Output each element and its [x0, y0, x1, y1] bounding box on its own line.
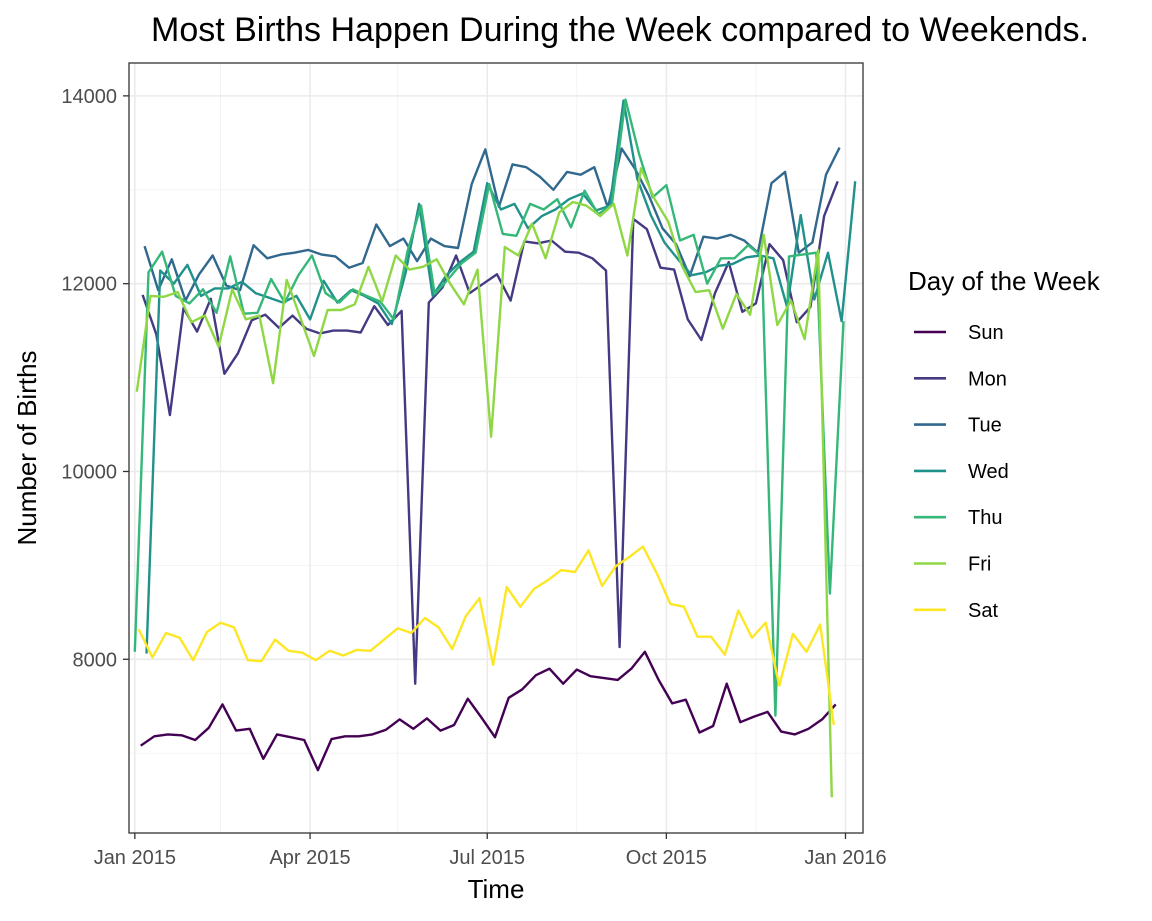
legend-label-sat: Sat — [968, 600, 998, 622]
series-lines — [133, 98, 857, 798]
series-line-fri — [135, 166, 833, 798]
series-line-sat — [137, 545, 835, 726]
legend-label-fri: Fri — [968, 554, 991, 576]
y-tick-label: 10000 — [61, 461, 117, 483]
legend-label-wed: Wed — [968, 461, 1009, 483]
x-tick-label: Apr 2015 — [269, 847, 350, 869]
y-axis: 8000 10000 12000 14000 — [61, 86, 129, 671]
x-axis-title: Time — [468, 874, 525, 904]
plot-grid — [129, 63, 863, 833]
legend-label-sun: Sun — [968, 322, 1004, 344]
legend-label-tue: Tue — [968, 415, 1002, 437]
x-tick-label: Jan 2015 — [94, 847, 176, 869]
plot-panel-border — [128, 62, 864, 834]
legend-title: Day of the Week — [908, 266, 1101, 296]
x-tick-label: Oct 2015 — [626, 847, 707, 869]
x-tick-label: Jan 2016 — [804, 847, 886, 869]
legend: Day of the Week Sun Mon Tue Wed Thu Fri Sat — [908, 266, 1101, 622]
y-axis-title: Number of Births — [12, 350, 42, 545]
chart-title: Most Births Happen During the Week compa… — [151, 11, 1089, 49]
series-line-thu — [133, 98, 845, 717]
series-line-mon — [141, 180, 839, 685]
x-axis: Jan 2015 Apr 2015 Jul 2015 Oct 2015 Jan 2016 — [94, 833, 887, 869]
series-line-wed — [145, 99, 857, 654]
y-tick-label: 14000 — [61, 86, 117, 108]
legend-label-mon: Mon — [968, 368, 1007, 390]
x-tick-label: Jul 2015 — [449, 847, 525, 869]
series-line-tue — [143, 146, 841, 302]
legend-label-thu: Thu — [968, 507, 1002, 529]
series-line-sun — [140, 650, 837, 772]
y-tick-label: 8000 — [73, 649, 118, 671]
y-tick-label: 12000 — [61, 274, 117, 296]
